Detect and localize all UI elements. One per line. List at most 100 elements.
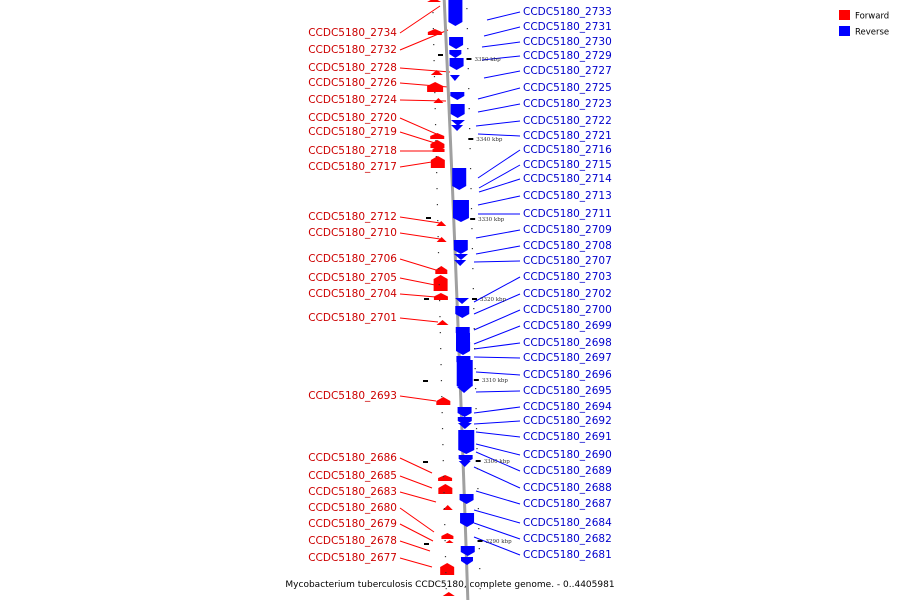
forward-leader-line bbox=[399, 475, 433, 489]
reverse-gene-label: CCDC5180_2721 bbox=[523, 130, 612, 142]
reverse-leader-line bbox=[473, 293, 521, 315]
forward-gene-label: CCDC5180_2720 bbox=[308, 112, 397, 124]
reverse-leader-line bbox=[475, 245, 521, 255]
reverse-leader-line bbox=[473, 260, 521, 263]
reverse-gene-label: CCDC5180_2687 bbox=[523, 498, 612, 510]
track-mark bbox=[424, 543, 429, 545]
reverse-gene bbox=[448, 0, 463, 26]
forward-gene-label: CCDC5180_2685 bbox=[308, 470, 397, 482]
forward-gene-label: CCDC5180_2683 bbox=[308, 486, 397, 498]
reverse-gene-label: CCDC5180_2692 bbox=[523, 415, 612, 427]
reverse-leader-line bbox=[477, 87, 521, 100]
reverse-gene bbox=[457, 407, 472, 417]
track-dot bbox=[441, 428, 444, 430]
track-dot bbox=[440, 348, 442, 350]
reverse-gene-label: CCDC5180_2715 bbox=[523, 159, 612, 171]
track-dot bbox=[473, 308, 475, 310]
reverse-gene bbox=[449, 37, 464, 49]
forward-gene bbox=[433, 293, 448, 300]
tick-label: 3320 kbp bbox=[480, 297, 507, 303]
gene-labels: CCDC5180_2734 CCDC5180_2732 CCDC5180_2728 C… bbox=[308, 6, 612, 564]
reverse-gene bbox=[452, 168, 467, 190]
track-dot bbox=[470, 208, 473, 210]
forward-gene-label: CCDC5180_2678 bbox=[308, 535, 397, 547]
forward-gene bbox=[430, 140, 445, 148]
track-dot bbox=[475, 428, 478, 430]
reverse-leader-line bbox=[477, 103, 521, 113]
track-dot bbox=[438, 268, 440, 270]
reverse-gene bbox=[457, 423, 472, 429]
reverse-leader-line bbox=[477, 133, 521, 137]
genome-caption: Mycobacterium tuberculosis CCDC5180, com… bbox=[285, 580, 614, 590]
track-mark bbox=[424, 298, 429, 300]
track-dot bbox=[433, 76, 436, 78]
track-dot bbox=[467, 48, 469, 50]
track-dot bbox=[435, 140, 437, 142]
track-dot bbox=[475, 388, 477, 390]
forward-gene-label: CCDC5180_2724 bbox=[308, 94, 397, 106]
track-dot bbox=[435, 156, 437, 158]
reverse-gene bbox=[449, 75, 460, 81]
track-dot bbox=[476, 468, 479, 470]
reverse-gene-label: CCDC5180_2700 bbox=[523, 304, 612, 316]
forward-leader-line bbox=[399, 216, 441, 224]
reverse-leader-line bbox=[475, 443, 521, 456]
reverse-leader-line bbox=[473, 522, 521, 540]
track-dot bbox=[440, 364, 442, 366]
gene-features bbox=[423, 0, 481, 596]
reverse-gene bbox=[455, 298, 470, 304]
legend-label-forward: Forward bbox=[855, 12, 889, 22]
tick-mark bbox=[475, 460, 481, 462]
track-dot bbox=[442, 444, 444, 446]
track-mark bbox=[423, 461, 428, 463]
forward-gene bbox=[435, 266, 448, 274]
forward-gene bbox=[427, 29, 442, 35]
reverse-gene-label: CCDC5180_2702 bbox=[523, 288, 612, 300]
reverse-leader-line bbox=[483, 70, 521, 79]
forward-leader-line bbox=[399, 117, 442, 137]
track-dot bbox=[445, 572, 447, 574]
forward-leader-line bbox=[399, 317, 439, 323]
reverse-gene-label: CCDC5180_2691 bbox=[523, 431, 612, 443]
forward-gene-label: CCDC5180_2706 bbox=[308, 253, 397, 265]
forward-gene-label: CCDC5180_2679 bbox=[308, 518, 397, 530]
forward-gene bbox=[427, 82, 444, 92]
forward-gene bbox=[442, 505, 453, 510]
reverse-leader-line bbox=[477, 149, 521, 179]
forward-gene-label: CCDC5180_2701 bbox=[308, 312, 397, 324]
track-dot bbox=[442, 460, 444, 462]
track-dot bbox=[466, 8, 468, 10]
forward-leader-line bbox=[399, 293, 437, 298]
track-dot bbox=[439, 332, 441, 334]
track-mark bbox=[423, 380, 428, 382]
track-dot bbox=[436, 188, 438, 190]
forward-gene bbox=[436, 221, 447, 226]
label-leader-lines bbox=[399, 5, 521, 568]
reverse-leader-line bbox=[486, 11, 521, 21]
track-dot bbox=[475, 408, 477, 410]
track-dot bbox=[443, 476, 445, 478]
track-dot bbox=[479, 588, 481, 590]
legend-label-reverse: Reverse bbox=[855, 28, 889, 38]
track-dot bbox=[473, 328, 475, 330]
track-dot bbox=[432, 28, 434, 30]
reverse-leader-line bbox=[475, 490, 521, 505]
tick-mark bbox=[468, 138, 474, 140]
track-dot bbox=[472, 268, 474, 270]
forward-leader-line bbox=[399, 507, 435, 533]
forward-leader-line bbox=[399, 5, 441, 34]
track-dot bbox=[474, 368, 476, 370]
reverse-gene bbox=[454, 254, 469, 260]
forward-gene bbox=[441, 533, 454, 539]
forward-leader-line bbox=[399, 232, 441, 240]
reverse-leader-line bbox=[475, 371, 521, 376]
track-dot bbox=[437, 236, 439, 238]
tick-mark bbox=[477, 540, 483, 542]
reverse-gene-label: CCDC5180_2709 bbox=[523, 224, 612, 236]
forward-gene-label: CCDC5180_2717 bbox=[308, 161, 397, 173]
track-dot bbox=[471, 248, 474, 250]
forward-gene-label: CCDC5180_2686 bbox=[308, 452, 397, 464]
reverse-gene bbox=[449, 58, 464, 70]
reverse-gene-label: CCDC5180_2684 bbox=[523, 517, 612, 529]
tick-label: 3290 kbp bbox=[486, 539, 513, 545]
